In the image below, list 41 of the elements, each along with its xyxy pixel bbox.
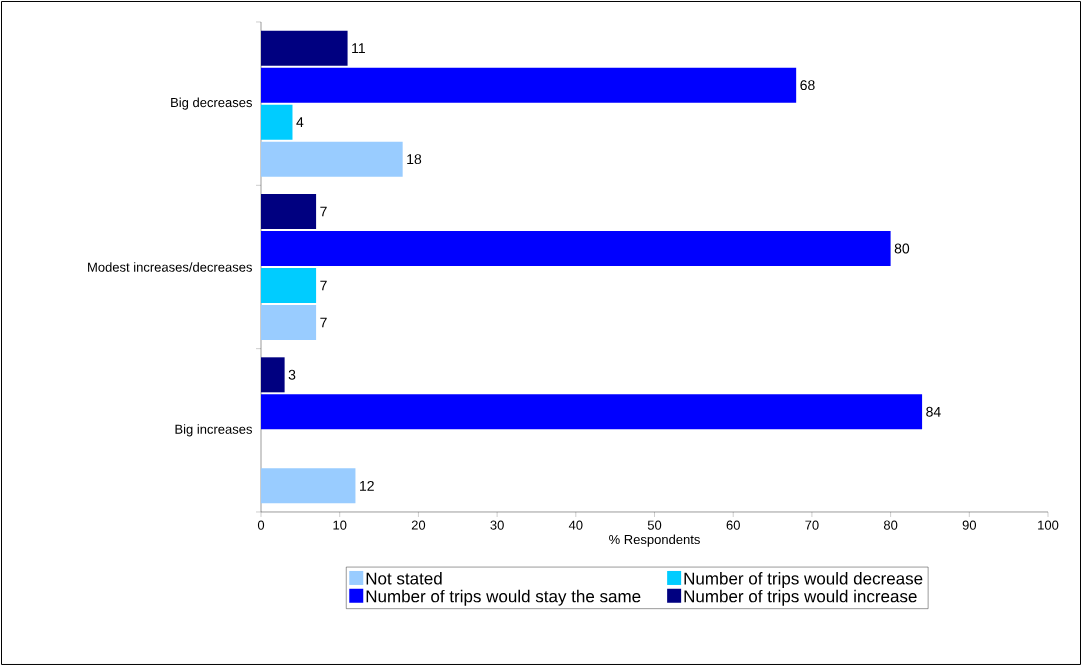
bar [261,141,403,177]
data-label: 7 [320,280,327,291]
legend-label: Number of trips would decrease [684,572,923,588]
legend-label: Number of trips would increase [684,589,917,606]
x-tick-label: 50 [647,520,662,530]
bar [261,468,356,504]
x-tick-label: 90 [962,520,977,530]
legend-label: Not stated [366,572,442,585]
data-label: 12 [360,480,374,491]
bar [261,104,293,140]
x-tick-label: 30 [490,520,504,530]
bar [261,67,797,103]
bar [261,193,317,229]
data-label: 84 [926,406,941,417]
x-tick-label: 20 [411,520,426,530]
x-tick-label: 40 [568,520,583,530]
x-tick-label: 0 [257,520,265,530]
x-axis-title: % Respondents [609,534,700,547]
data-label: 4 [296,117,304,127]
x-tick-label: 70 [805,520,819,530]
legend-label: Number of trips would stay the same [366,589,641,606]
data-label: 3 [288,369,296,380]
x-tick-label: 80 [883,520,898,530]
data-label: 68 [800,80,815,91]
data-label: 11 [352,43,365,53]
data-label: 80 [894,243,910,254]
y-tick-label: Big decreases [171,97,252,110]
bar [261,30,348,66]
bar [261,267,317,303]
data-label: 18 [407,154,422,165]
data-label: 7 [320,317,327,328]
bar [261,394,923,430]
bar [261,230,891,266]
bar [261,357,285,393]
bar [261,304,317,340]
data-label: 7 [320,206,327,217]
x-tick-label: 100 [1038,520,1059,530]
y-tick-label: Modest increases/decreases [88,262,252,272]
y-tick-label: Big increases [175,424,252,437]
x-tick-label: 60 [726,520,740,530]
x-tick-label: 10 [333,520,347,530]
